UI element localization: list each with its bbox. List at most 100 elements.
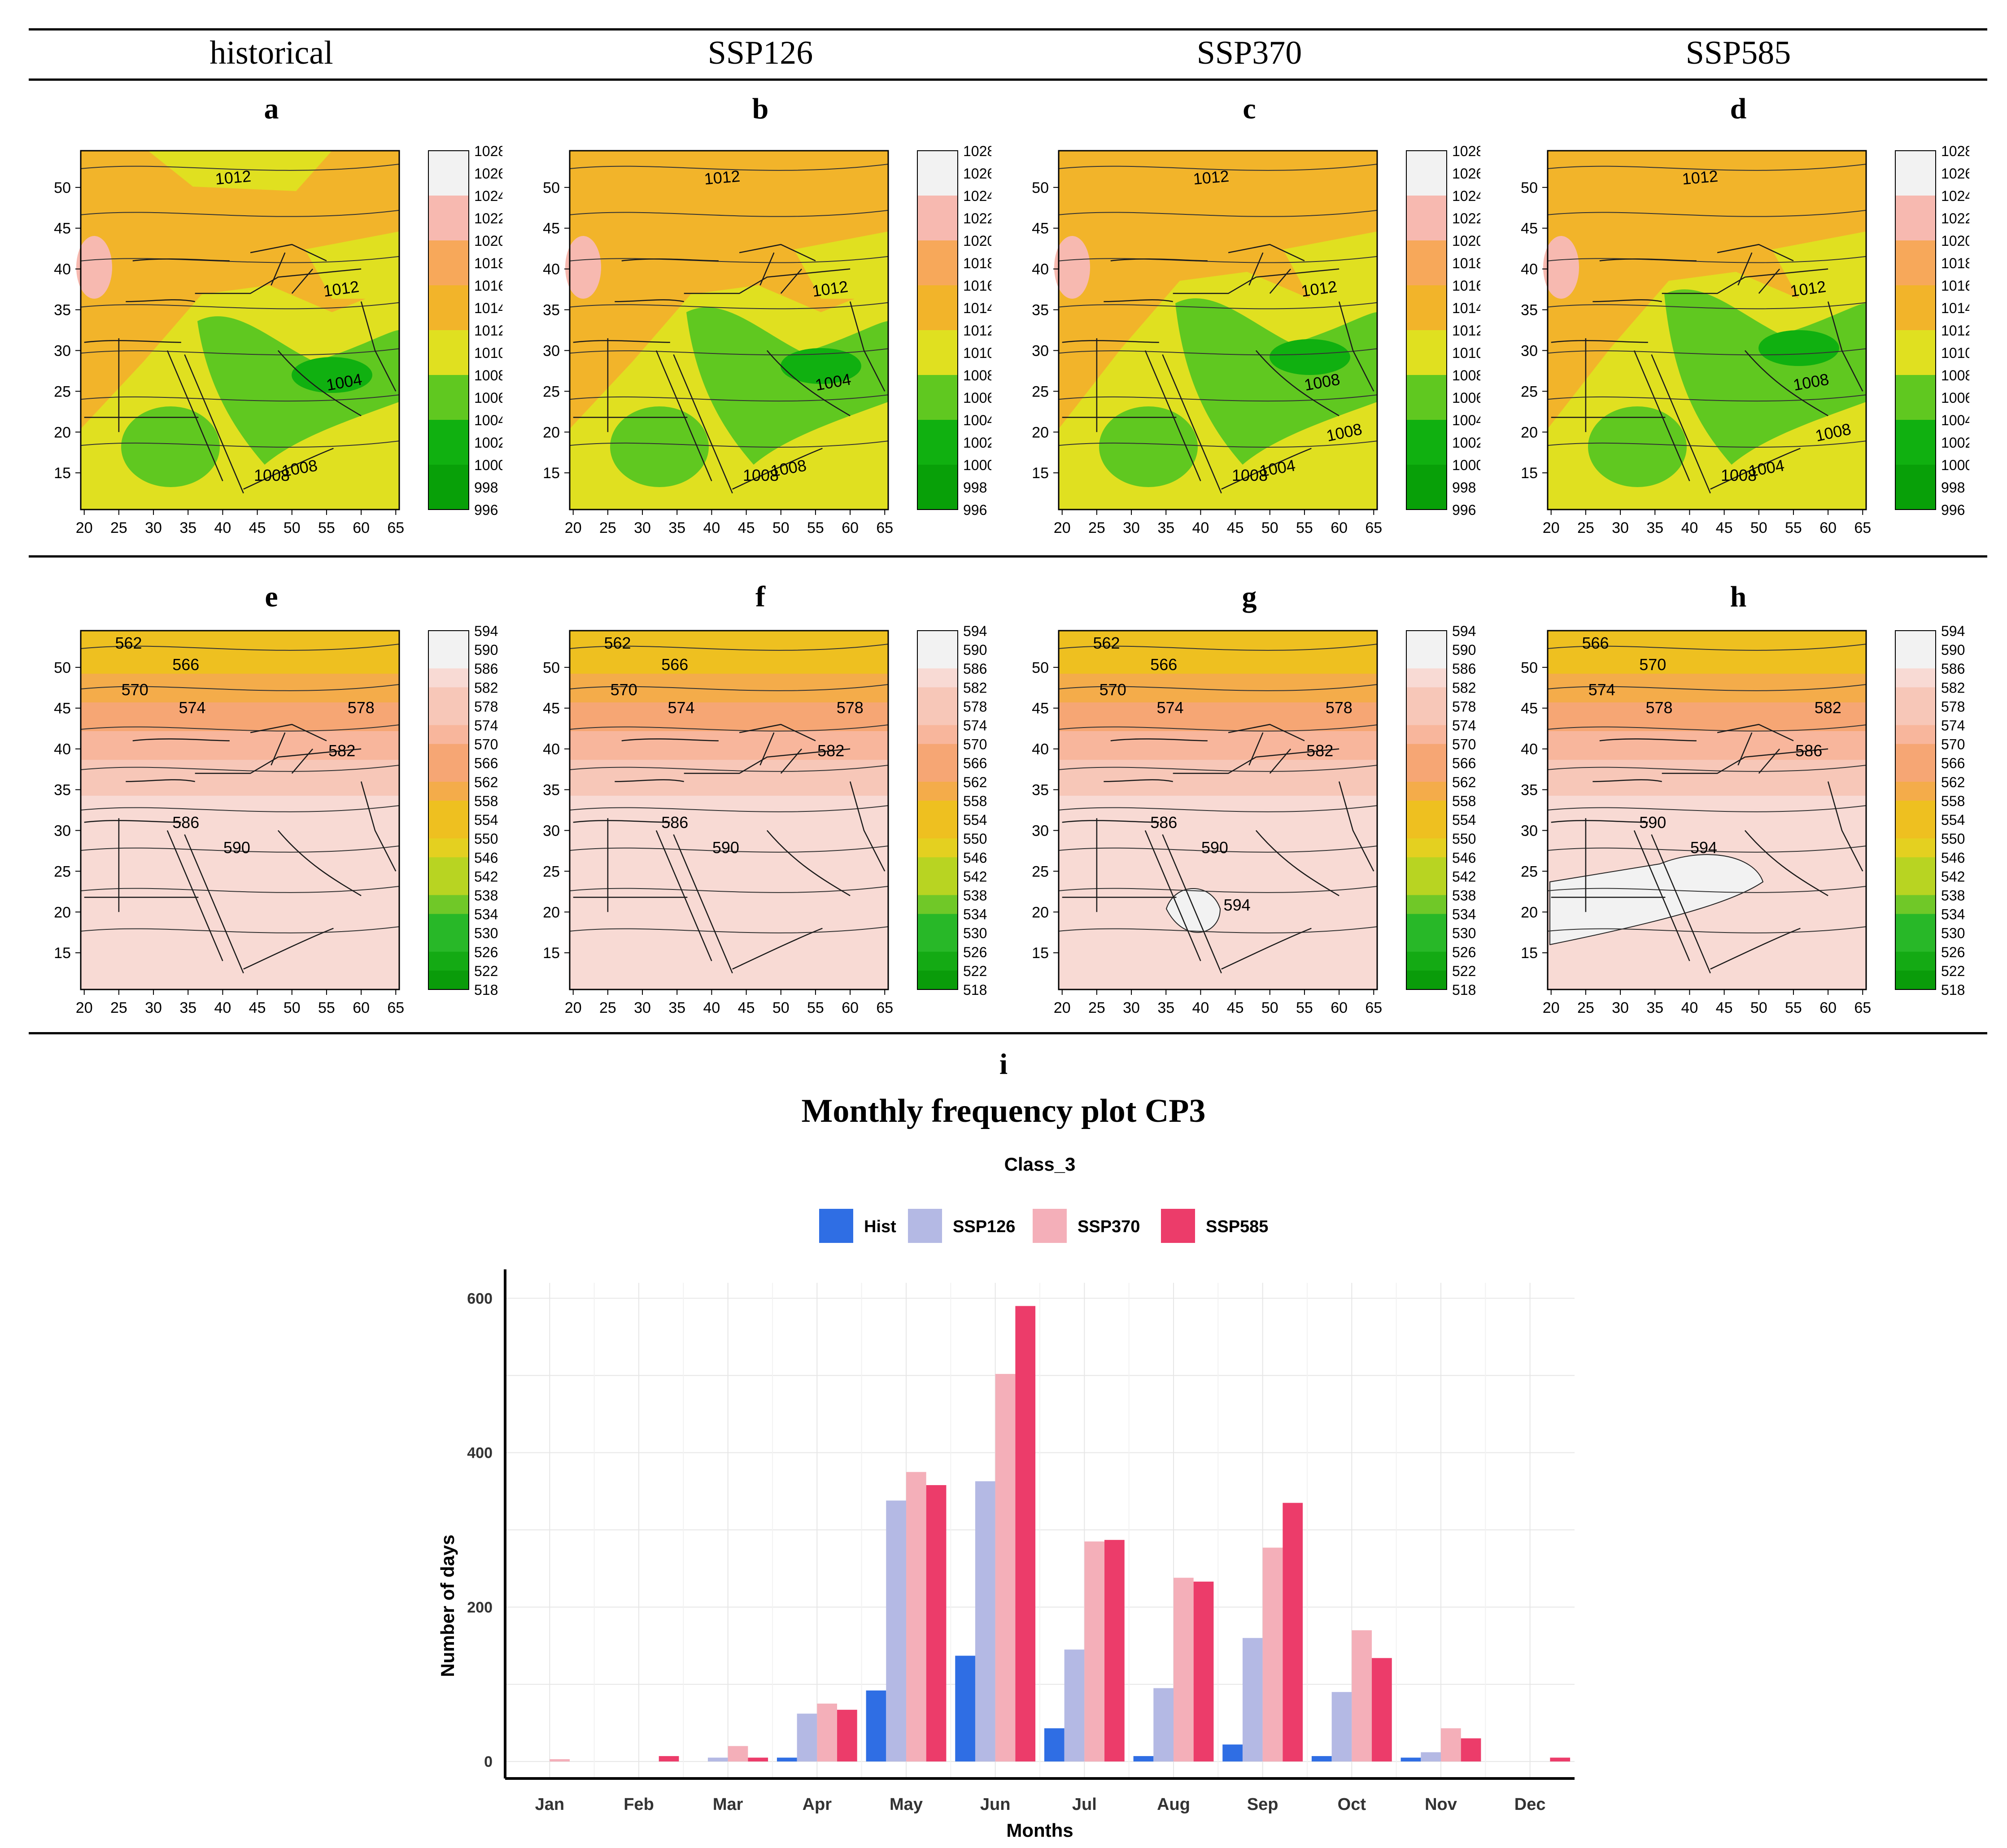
contour-line: [1058, 164, 1378, 171]
colorbar-segment: [1406, 781, 1447, 801]
contour-label: 594: [1690, 838, 1717, 857]
colorbar-label: 586: [1941, 661, 1965, 677]
contour-label: 1012: [1192, 167, 1230, 188]
colorbar-label: 558: [474, 793, 498, 809]
y-tick-label: 30: [543, 342, 560, 359]
country-border: [126, 299, 195, 302]
colorbar-segment: [1406, 218, 1447, 241]
y-tick-label: 50: [543, 179, 560, 196]
country-border: [195, 748, 362, 774]
contour-label: 1012: [214, 167, 252, 188]
colorbar-segment: [1406, 706, 1447, 726]
country-border: [849, 301, 886, 392]
contour-label: 562: [604, 634, 631, 652]
x-tick-label: 65: [876, 999, 893, 1016]
contour-line: [1547, 209, 1867, 217]
contour-label: 1008: [254, 466, 290, 484]
colorbar-segment: [1895, 330, 1936, 353]
contour-line: [1547, 805, 1867, 812]
y-tick-label: 50: [54, 659, 71, 676]
colorbar-segment: [1895, 196, 1936, 218]
contour-line: [569, 805, 889, 812]
country-border: [1144, 350, 1201, 481]
colorbar-label: 590: [1941, 642, 1965, 658]
contour-label: 1012: [703, 167, 741, 188]
colorbar-segment: [428, 970, 469, 990]
colorbar-segment: [1406, 397, 1447, 420]
contour-line: [1058, 724, 1378, 732]
country-border: [277, 830, 362, 896]
colorbar-label: 1008: [1452, 367, 1480, 384]
contour-line: [569, 209, 889, 217]
colorbar-segment: [1406, 687, 1447, 707]
panel-letter-i: i: [999, 1048, 1008, 1081]
contour-line: [1058, 886, 1378, 893]
colorbar-segment: [917, 819, 958, 839]
colorbar-segment: [917, 263, 958, 286]
colorbar-segment: [917, 285, 958, 308]
colorbar-segment: [428, 420, 469, 443]
geopotential-map-historical: 20 25 30 35 40 45 50 55 60 65 50 45 40 35 30 25 20 15 594 5…: [54, 623, 498, 1016]
contour-label: 570: [122, 680, 148, 699]
country-border: [1221, 448, 1312, 490]
y-tick-label: 20: [54, 904, 71, 921]
contour-label: 578: [1326, 698, 1353, 717]
y-tick-label: 15: [1032, 465, 1049, 482]
x-tick-label: 45: [1227, 519, 1244, 536]
geopotential-map-ssp585: 20 25 30 35 40 45 50 55 60 65 50 45 40 35 30 25 20 15 594 5…: [1521, 623, 1965, 1016]
colorbar-segment: [917, 465, 958, 488]
x-tick-label-oct: Oct: [1338, 1795, 1366, 1814]
contour-label: 582: [1815, 698, 1841, 717]
colorbar-label: 554: [963, 812, 987, 828]
geopotential-map-ssp126: 20 25 30 35 40 45 50 55 60 65 50 45 40 35 30 25 20 15 594 5…: [543, 623, 987, 1016]
y-tick-label: 20: [1032, 424, 1049, 441]
colorbar-label: 1028: [474, 143, 502, 159]
contour-line: [80, 684, 400, 691]
colorbar-label: 996: [1941, 502, 1965, 518]
y-tick-label: 15: [1521, 465, 1538, 482]
colorbar-label: 998: [963, 479, 987, 496]
contour-label: 590: [1201, 838, 1228, 857]
country-border: [1338, 781, 1374, 872]
colorbar-label: 578: [1941, 698, 1965, 715]
contour-line: [569, 886, 889, 893]
x-tick-label: 60: [1331, 999, 1348, 1016]
y-tick-label: 30: [54, 342, 71, 359]
country-border: [243, 448, 334, 490]
colorbar-label: 518: [1452, 982, 1476, 998]
bar-ssp585-oct: [1372, 1658, 1392, 1762]
x-tick-label: 60: [353, 519, 370, 536]
bar-hist-aug: [1133, 1756, 1154, 1762]
colorbar-segment: [1406, 240, 1447, 263]
colorbar-label: 1016: [1452, 278, 1480, 294]
height-band-4: [570, 760, 888, 796]
country-border: [615, 779, 684, 782]
y-tick-label: 20: [543, 904, 560, 921]
x-tick-label: 50: [1261, 519, 1278, 536]
pressure-band-east: [305, 231, 399, 299]
scenario-ssp585: SSP585: [1685, 35, 1791, 71]
colorbar-segment: [1406, 173, 1447, 196]
country-border: [271, 732, 286, 766]
colorbar-label: 582: [1941, 680, 1965, 696]
colorbar-label: 1002: [1941, 435, 1969, 451]
contour-line: [569, 926, 889, 933]
colorbar-segment: [917, 895, 958, 915]
contour-line: [80, 209, 400, 217]
contour-line: [1058, 302, 1378, 309]
colorbar-label: 562: [1452, 774, 1476, 790]
contour-label: 570: [1099, 680, 1126, 699]
colorbar-label: 594: [1941, 623, 1965, 639]
contour-line: [1547, 394, 1867, 402]
colorbar-segment: [1406, 744, 1447, 763]
map-frame: [569, 630, 889, 990]
colorbar-label: 554: [1941, 812, 1965, 828]
colorbar-label: 518: [963, 982, 987, 998]
colorbar-segment: [917, 951, 958, 971]
country-border: [132, 738, 230, 741]
country-border: [780, 748, 803, 774]
bar-ssp585-may: [926, 1485, 947, 1762]
contour-line: [1547, 164, 1867, 171]
country-border: [1662, 268, 1828, 294]
contour-line: [1058, 846, 1378, 853]
